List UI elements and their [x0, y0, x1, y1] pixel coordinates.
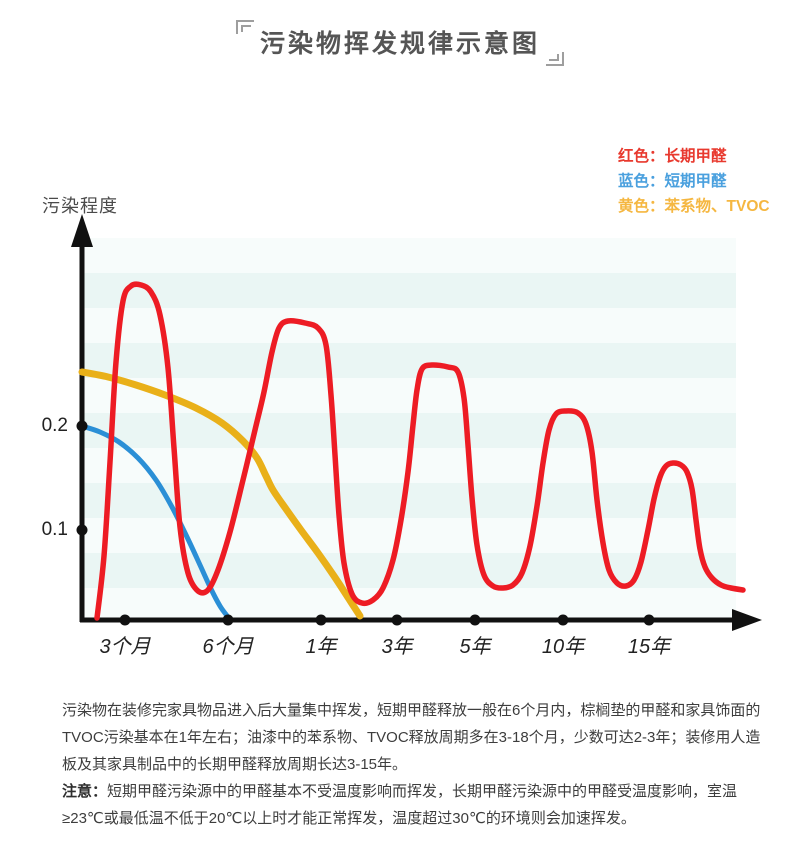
title-bracket-left-icon: [235, 20, 256, 38]
x-tick-label-0: 3个月: [99, 636, 151, 658]
legend-color-label: 蓝色：: [618, 173, 665, 190]
x-tick-label-6: 15年: [627, 636, 671, 658]
x-tick-label-3: 3年: [381, 636, 413, 658]
notes-section: 污染物在装修完家具物品进入后大量集中挥发，短期甲醛释放一般在6个月内，棕榈垫的甲…: [62, 697, 762, 832]
page-title: 污染物挥发规律示意图: [259, 30, 541, 58]
x-tick-label-5: 10年: [541, 636, 585, 658]
legend-value: 长期甲醛: [664, 148, 727, 165]
legend-color-label: 红色：: [618, 148, 665, 165]
chart-legend: 红色：长期甲醛 蓝色：短期甲醛 黄色：苯系物、TVOC: [618, 148, 770, 223]
legend-row-2: 黄色：苯系物、TVOC: [618, 198, 770, 215]
title-bracket-right-icon: [544, 48, 565, 66]
description-text: 污染物在装修完家具物品进入后大量集中挥发，短期甲醛释放一般在6个月内，棕榈垫的甲…: [62, 702, 761, 773]
y-axis-title: 污染程度: [42, 196, 118, 216]
legend-row-1: 蓝色：短期甲醛: [618, 173, 770, 190]
title-block: 污染物挥发规律示意图: [235, 20, 565, 66]
plot-background: [84, 238, 736, 620]
legend-color-label: 黄色：: [618, 198, 665, 215]
description-paragraph: 污染物在装修完家具物品进入后大量集中挥发，短期甲醛释放一般在6个月内，棕榈垫的甲…: [62, 697, 762, 778]
x-tick-label-4: 5年: [459, 636, 491, 658]
note-paragraph: 注意：短期甲醛污染源中的甲醛基本不受温度影响而挥发，长期甲醛污染源中的甲醛受温度…: [62, 778, 762, 832]
x-tick-label-2: 1年: [305, 636, 337, 658]
y-tick-label-0: 0.2: [41, 415, 68, 436]
legend-value: 苯系物、TVOC: [664, 198, 770, 215]
x-axis-arrow-icon: [732, 609, 762, 631]
x-tick-label-1: 6个月: [202, 636, 254, 658]
note-text: 短期甲醛污染源中的甲醛基本不受温度影响而挥发，长期甲醛污染源中的甲醛受温度影响，…: [62, 783, 738, 827]
note-label: 注意：: [62, 783, 108, 800]
legend-row-0: 红色：长期甲醛: [618, 148, 770, 165]
y-tick-label-1: 0.1: [41, 519, 68, 540]
legend-value: 短期甲醛: [664, 173, 727, 190]
